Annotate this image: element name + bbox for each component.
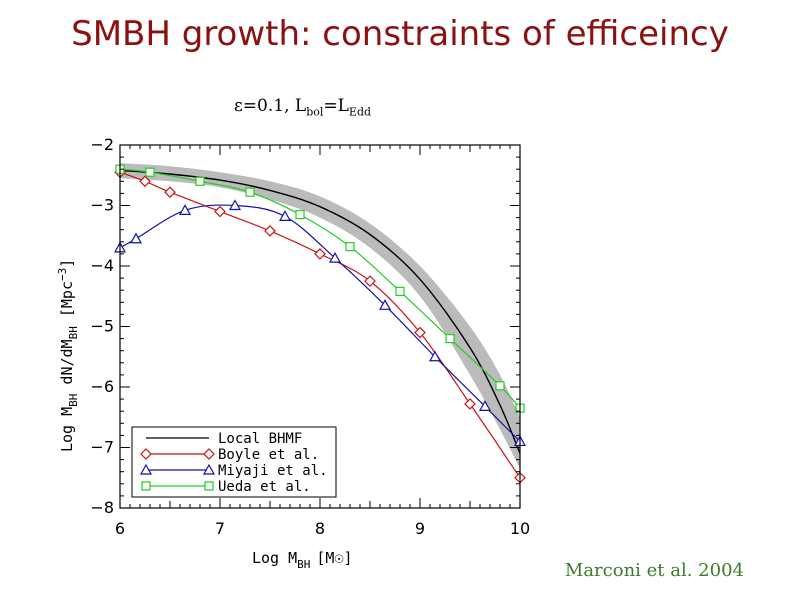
marker-boyle-et-al-7 xyxy=(414,326,426,339)
legend-label-local-bhmf: Local BHMF xyxy=(218,431,302,447)
legend-box xyxy=(131,426,337,498)
slide-title: SMBH growth: constraints of efficeincy xyxy=(71,14,729,54)
band-area xyxy=(120,163,520,469)
x-tick-label-9: 9 xyxy=(415,519,425,538)
caption-eq: =L xyxy=(323,96,349,116)
legend-marker-right-boyle-et-al xyxy=(203,448,215,460)
y-axis-label-e: [Mpc xyxy=(58,281,76,326)
y-axis-label-a: Log M xyxy=(58,407,76,452)
x-axis-label-main: Log M xyxy=(252,549,297,567)
marker-ueda-et-al-6 xyxy=(395,286,405,297)
marker-ueda-et-al-8 xyxy=(495,381,505,391)
x-tick-label-8: 8 xyxy=(315,519,325,538)
x-tick-label-6: 6 xyxy=(115,519,125,538)
legend-label-boyle-et-al: Boyle et al. xyxy=(218,447,319,463)
marker-boyle-et-al-3 xyxy=(214,205,226,218)
legend-marker-left-miyaji-et-al xyxy=(139,463,153,475)
y-tick-label-3: −5 xyxy=(90,317,114,336)
y-axis-label-g: ] xyxy=(58,259,76,268)
marker-ueda-et-al-3 xyxy=(245,187,255,197)
marker-miyaji-et-al-7 xyxy=(428,350,442,362)
marker-miyaji-et-al-1 xyxy=(129,232,143,244)
y-axis-label: Log MBH dN/dMBH [Mpc−3] xyxy=(56,259,80,452)
legend-label-ueda-et-al: Ueda et al. xyxy=(218,479,311,495)
legend-marker-right-ueda-et-al xyxy=(204,481,214,491)
y-tick-label-1: −3 xyxy=(90,196,114,215)
marker-miyaji-et-al-8 xyxy=(478,400,492,411)
series-line-miyaji-et-al xyxy=(120,204,520,442)
marker-boyle-et-al-2 xyxy=(164,186,176,199)
marker-boyle-et-al-8 xyxy=(464,398,476,410)
legend-marker-right-miyaji-et-al xyxy=(202,463,216,475)
y-axis-label-d: BH xyxy=(67,326,80,339)
x-axis-label: Log MBH [M☉] xyxy=(252,549,353,571)
legend-marker-left-ueda-et-al xyxy=(141,481,151,491)
marker-ueda-et-al-4 xyxy=(295,209,305,220)
caption-sub-bol: bol xyxy=(306,105,324,119)
marker-boyle-et-al-6 xyxy=(364,275,376,287)
axis-ticks: 6 7 8 9 10 −2 −3 −4 −5 −6 −7 −8 xyxy=(90,135,530,538)
caption-eps: ε=0.1, L xyxy=(234,96,307,116)
series-line-boyle-et-al xyxy=(120,171,520,479)
svg-text:Log MBH[M☉]: Log MBH [M☉] xyxy=(252,549,353,571)
y-axis-label-f: −3 xyxy=(56,268,69,281)
y-tick-label-2: −4 xyxy=(90,256,114,275)
marker-boyle-et-al-1 xyxy=(139,175,151,188)
series-line-ueda-et-al xyxy=(120,168,520,409)
y-tick-label-5: −7 xyxy=(90,438,114,457)
legend-marker-left-boyle-et-al xyxy=(140,448,152,460)
marker-boyle-et-al-5 xyxy=(314,248,326,260)
marker-ueda-et-al-7 xyxy=(445,334,455,344)
y-tick-label-4: −6 xyxy=(90,377,114,396)
plot-caption: ε=0.1, Lbol=LEdd xyxy=(234,96,371,118)
legend-label-miyaji-et-al: Miyaji et al. xyxy=(218,463,328,479)
marker-miyaji-et-al-4 xyxy=(278,210,292,221)
x-axis-label-sub: BH xyxy=(297,558,310,571)
marker-boyle-et-al-4 xyxy=(264,225,276,237)
y-tick-label-6: −8 xyxy=(90,498,114,517)
svg-text:Log MBH dN/dMBH [Mpc−3]: Log MBH dN/dMBH [Mpc−3] xyxy=(56,259,80,452)
x-tick-label-10: 10 xyxy=(510,519,530,538)
y-axis-label-c: dN/dM xyxy=(58,339,76,393)
marker-miyaji-et-al-3 xyxy=(228,199,242,211)
credit-text: Marconi et al. 2004 xyxy=(564,560,744,581)
marker-miyaji-et-al-2 xyxy=(178,204,192,215)
y-axis-label-b: BH xyxy=(67,394,80,407)
marker-miyaji-et-al-6 xyxy=(378,299,392,310)
local-bhmf-uncertainty-band xyxy=(120,163,520,469)
y-tick-label-0: −2 xyxy=(90,135,114,154)
marker-miyaji-et-al-5 xyxy=(328,251,342,263)
marker-ueda-et-al-5 xyxy=(345,242,355,252)
marker-ueda-et-al-2 xyxy=(195,176,205,186)
marker-ueda-et-al-1 xyxy=(145,167,155,177)
x-tick-label-7: 7 xyxy=(215,519,225,538)
x-axis-label-unit: [M☉] xyxy=(316,549,352,567)
caption-sub-edd: Edd xyxy=(348,105,372,119)
